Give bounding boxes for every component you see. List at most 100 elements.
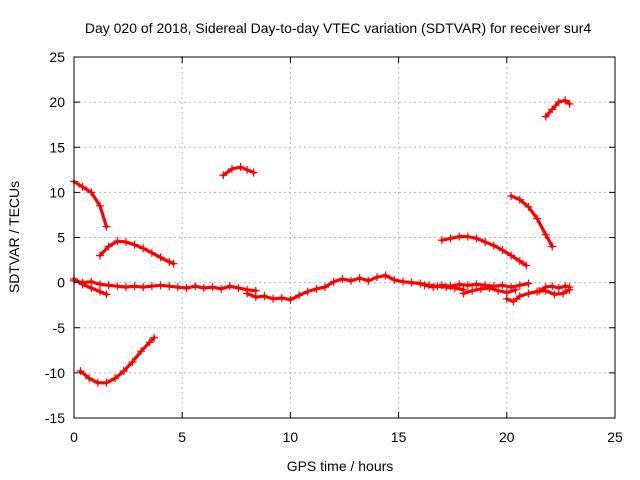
data-point (509, 297, 518, 306)
data-point (524, 279, 533, 288)
data-point (437, 281, 446, 290)
series-line-track-d (98, 239, 176, 266)
y-axis-label: SDTVAR / TECUs (6, 181, 22, 293)
data-point (381, 271, 390, 280)
y-tick-label: 25 (49, 49, 65, 65)
series-line-track-n (544, 98, 572, 119)
data-point (249, 168, 258, 177)
data-point (481, 238, 490, 247)
data-point (121, 283, 130, 292)
data-point (139, 283, 148, 292)
data-point (95, 201, 104, 210)
data-point (554, 284, 563, 293)
grid-lines (74, 57, 615, 418)
data-point (139, 244, 148, 253)
data-series (70, 96, 574, 387)
data-point (102, 378, 111, 387)
data-point (269, 294, 278, 303)
data-point (455, 232, 464, 241)
data-point (102, 290, 111, 299)
data-point (554, 98, 563, 107)
data-point (485, 284, 494, 293)
data-point (364, 276, 373, 285)
data-point (390, 275, 399, 284)
data-point (93, 378, 102, 387)
data-point (489, 241, 498, 250)
data-point (463, 281, 472, 290)
data-point (429, 283, 438, 292)
axis-ticks: 0 5 10 15 20 25 -15 -10 -5 0 5 10 15 20 25 (45, 49, 623, 445)
data-point (130, 240, 139, 249)
data-point (251, 293, 260, 302)
data-point (95, 280, 104, 289)
data-point (511, 285, 520, 294)
data-point (312, 284, 321, 293)
y-tick-label: -10 (45, 365, 65, 381)
data-point (156, 281, 165, 290)
data-point (128, 358, 137, 367)
data-point (472, 280, 481, 289)
data-point (507, 191, 516, 200)
data-point (494, 286, 503, 295)
data-point (236, 163, 245, 172)
x-tick-label: 10 (283, 429, 299, 445)
data-point (76, 367, 85, 376)
data-point (295, 291, 304, 300)
data-point (346, 276, 355, 285)
data-point (156, 253, 165, 262)
data-point (104, 242, 113, 251)
data-point (137, 347, 146, 356)
x-tick-label: 20 (499, 429, 515, 445)
data-point (498, 281, 507, 290)
data-point (472, 234, 481, 243)
data-point (87, 188, 96, 197)
data-point (113, 237, 122, 246)
data-point (476, 284, 485, 293)
data-point (524, 289, 533, 298)
data-point (85, 374, 94, 383)
data-point (550, 290, 559, 299)
y-tick-label: 20 (49, 94, 65, 110)
data-point (515, 281, 524, 290)
data-point (145, 338, 154, 347)
x-tick-label: 5 (178, 429, 186, 445)
data-point (459, 289, 468, 298)
series-track-h (420, 279, 533, 292)
data-point (565, 99, 574, 108)
data-point (147, 248, 156, 257)
data-point (95, 287, 104, 296)
data-point (182, 284, 191, 293)
data-point (243, 289, 252, 298)
data-point (95, 251, 104, 260)
data-point (329, 277, 338, 286)
data-point (468, 286, 477, 295)
data-point (111, 374, 120, 383)
data-point (243, 165, 252, 174)
data-point (446, 234, 455, 243)
data-point (119, 367, 128, 376)
data-point (199, 284, 208, 293)
series-track-d (95, 237, 178, 268)
series-line-track-f (221, 165, 256, 177)
series-track-l (437, 232, 531, 270)
y-tick-label: -15 (45, 410, 65, 426)
chart-title: Day 020 of 2018, Sidereal Day-to-day VTE… (85, 20, 591, 36)
data-point (548, 282, 557, 291)
x-tick-label: 25 (607, 429, 623, 445)
series-track-n (541, 96, 574, 121)
series-line-track-l (440, 235, 528, 268)
data-point (561, 96, 570, 105)
data-point (113, 282, 122, 291)
data-point (548, 242, 557, 251)
x-axis-label: GPS time / hours (287, 458, 394, 474)
data-point (277, 293, 286, 302)
data-point (407, 278, 416, 287)
x-tick-label: 15 (391, 429, 407, 445)
data-point (130, 282, 139, 291)
data-point (507, 251, 516, 260)
data-point (165, 282, 174, 291)
data-point (561, 282, 570, 291)
data-point (321, 283, 330, 292)
data-point (225, 282, 234, 291)
data-point (165, 257, 174, 266)
